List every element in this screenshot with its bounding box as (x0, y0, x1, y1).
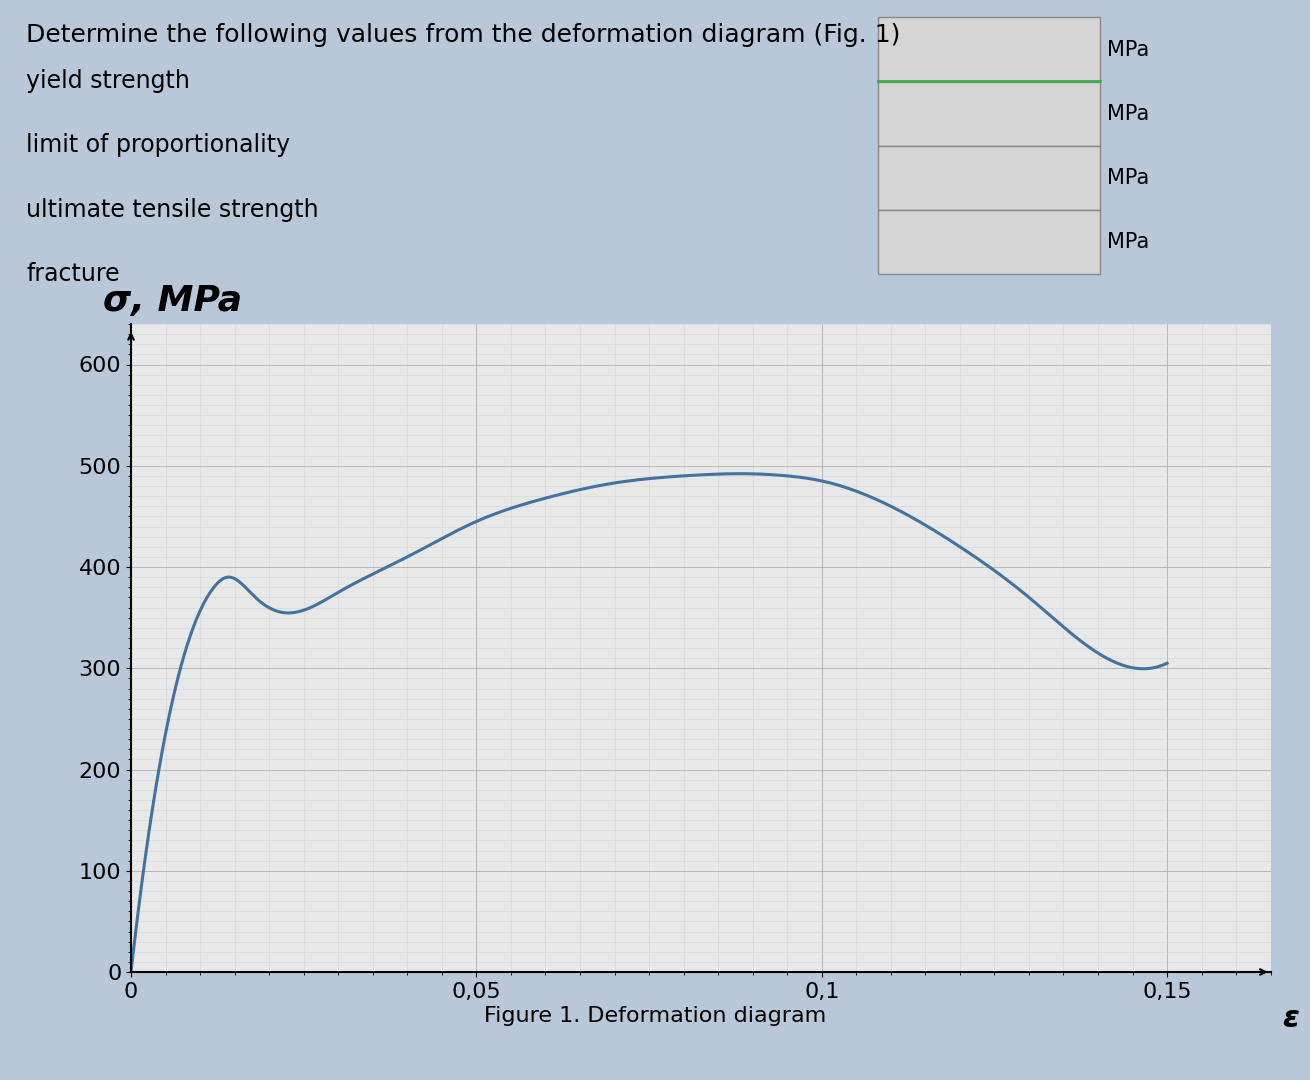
Text: ultimate tensile strength: ultimate tensile strength (26, 198, 318, 221)
FancyBboxPatch shape (878, 146, 1100, 210)
Text: limit of proportionality: limit of proportionality (26, 134, 291, 158)
Text: MPa: MPa (1107, 232, 1149, 252)
Text: MPa: MPa (1107, 167, 1149, 188)
Text: MPa: MPa (1107, 104, 1149, 124)
Text: Determine the following values from the deformation diagram (Fig. 1): Determine the following values from the … (26, 24, 900, 48)
FancyBboxPatch shape (878, 210, 1100, 274)
Text: σ, MPa: σ, MPa (102, 284, 241, 318)
Text: MPa: MPa (1107, 40, 1149, 59)
Text: fracture: fracture (26, 261, 119, 286)
FancyBboxPatch shape (878, 17, 1100, 82)
Text: yield strength: yield strength (26, 69, 190, 93)
Text: Figure 1. Deformation diagram: Figure 1. Deformation diagram (483, 1005, 827, 1026)
Text: ε: ε (1282, 1004, 1300, 1034)
FancyBboxPatch shape (878, 82, 1100, 146)
